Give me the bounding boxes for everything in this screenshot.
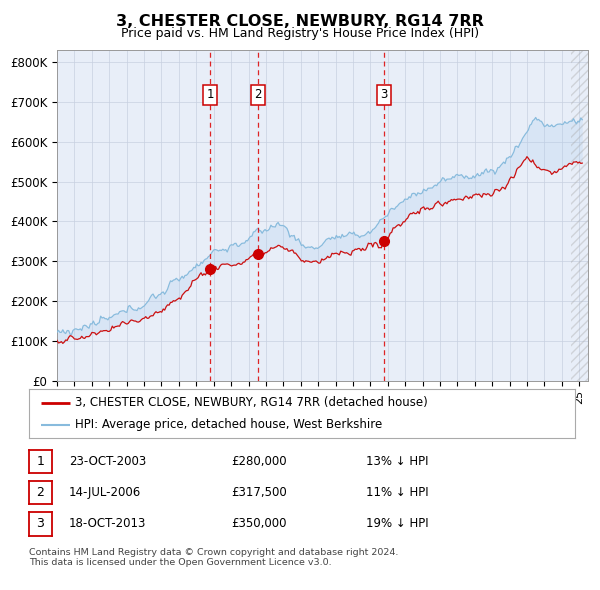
Text: 14-JUL-2006: 14-JUL-2006 <box>69 486 141 499</box>
Text: 18-OCT-2013: 18-OCT-2013 <box>69 517 146 530</box>
Text: 23-OCT-2003: 23-OCT-2003 <box>69 455 146 468</box>
Bar <box>571 50 588 381</box>
Text: HPI: Average price, detached house, West Berkshire: HPI: Average price, detached house, West… <box>75 418 382 431</box>
Text: 2: 2 <box>254 88 262 101</box>
Text: 2: 2 <box>36 486 44 499</box>
Text: 1: 1 <box>36 455 44 468</box>
Text: 19% ↓ HPI: 19% ↓ HPI <box>366 517 428 530</box>
Text: £280,000: £280,000 <box>231 455 287 468</box>
Text: 11% ↓ HPI: 11% ↓ HPI <box>366 486 428 499</box>
Text: £350,000: £350,000 <box>231 517 287 530</box>
Text: 3, CHESTER CLOSE, NEWBURY, RG14 7RR (detached house): 3, CHESTER CLOSE, NEWBURY, RG14 7RR (det… <box>75 396 428 409</box>
Text: £317,500: £317,500 <box>231 486 287 499</box>
Text: 13% ↓ HPI: 13% ↓ HPI <box>366 455 428 468</box>
Text: 3, CHESTER CLOSE, NEWBURY, RG14 7RR: 3, CHESTER CLOSE, NEWBURY, RG14 7RR <box>116 14 484 29</box>
Text: Price paid vs. HM Land Registry's House Price Index (HPI): Price paid vs. HM Land Registry's House … <box>121 27 479 40</box>
Text: 3: 3 <box>380 88 388 101</box>
Text: 1: 1 <box>206 88 214 101</box>
Text: 3: 3 <box>36 517 44 530</box>
Text: Contains HM Land Registry data © Crown copyright and database right 2024.
This d: Contains HM Land Registry data © Crown c… <box>29 548 398 567</box>
